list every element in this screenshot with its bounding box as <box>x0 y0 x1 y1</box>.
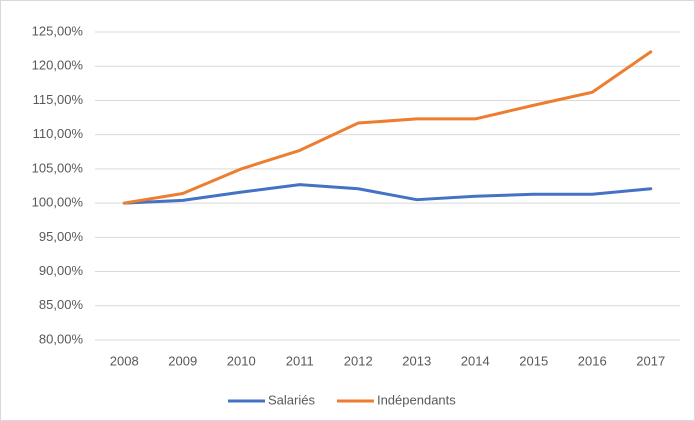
y-tick-label: 85,00% <box>39 297 84 312</box>
x-tick-label: 2011 <box>286 353 314 368</box>
y-tick-label: 115,00% <box>33 92 84 107</box>
y-tick-label: 110,00% <box>33 126 84 141</box>
y-tick-label: 120,00% <box>32 58 84 73</box>
y-tick-label: 125,00% <box>32 23 84 38</box>
x-tick-label: 2014 <box>461 353 490 368</box>
series-line <box>122 50 653 205</box>
x-tick-label: 2012 <box>344 353 373 368</box>
x-tick-label: 2008 <box>110 353 139 368</box>
y-tick-label: 90,00% <box>39 263 84 278</box>
legend-label: Salariés <box>268 392 315 407</box>
x-tick-label: 2017 <box>636 353 665 368</box>
series-line <box>122 183 653 205</box>
x-tick-label: 2013 <box>402 353 431 368</box>
x-tick-label: 2015 <box>519 353 548 368</box>
y-tick-label: 105,00% <box>32 160 84 175</box>
x-tick-label: 2016 <box>578 353 607 368</box>
y-tick-label: 100,00% <box>32 195 84 210</box>
y-tick-label: 80,00% <box>39 331 84 346</box>
legend-label: Indépendants <box>377 392 456 407</box>
y-tick-label: 95,00% <box>39 229 84 244</box>
x-tick-label: 2010 <box>227 353 256 368</box>
x-tick-label: 2009 <box>168 353 197 368</box>
